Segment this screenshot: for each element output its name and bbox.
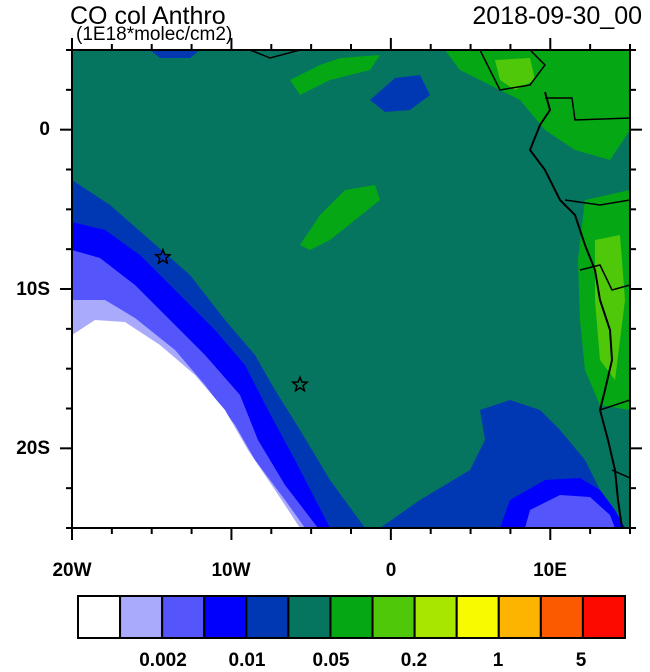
x-tick-label: 10W	[211, 560, 251, 581]
colorbar-label: 0.01	[228, 650, 266, 671]
border-7	[611, 469, 630, 479]
colorbar-box	[455, 595, 500, 639]
co-field	[72, 50, 630, 528]
colorbar-box	[203, 595, 248, 639]
border-5	[249, 50, 301, 59]
y-tick-label: 0	[39, 119, 50, 140]
border-1	[545, 97, 630, 121]
blob-mid-blue-se	[525, 495, 615, 528]
colorbar-box	[161, 595, 206, 639]
border-3	[579, 264, 630, 291]
colorbar-box	[581, 595, 627, 639]
colorbar-box	[539, 595, 584, 639]
border-2	[564, 199, 630, 206]
star-marker	[290, 375, 310, 393]
colorbar-label: 5	[575, 650, 587, 671]
colorbar-box	[287, 595, 332, 639]
x-tick-label: 20W	[52, 560, 92, 581]
y-tick-label: 10S	[16, 279, 50, 300]
band-white	[72, 320, 300, 528]
coastline	[528, 91, 623, 528]
map-units: (1E18*molec/cm2)	[76, 24, 233, 45]
colorbar-label: 0.2	[400, 650, 428, 671]
colorbar-box	[119, 595, 164, 639]
colorbar-box	[329, 595, 374, 639]
station-markers	[153, 247, 310, 393]
map-title: CO col Anthro	[70, 2, 226, 30]
patch-green-ne	[445, 50, 630, 160]
colorbar-label: 1	[492, 650, 504, 671]
map-date: 2018-09-30_00	[472, 2, 642, 30]
patch-green-center	[300, 185, 380, 250]
colorbar-label: 0.05	[312, 650, 350, 671]
colorbar-box	[245, 595, 290, 639]
border-4	[599, 399, 630, 411]
colorbar-box	[497, 595, 542, 639]
border-6	[479, 50, 546, 91]
colorbar-box	[413, 595, 458, 639]
patch-lightgreen-ne	[495, 58, 535, 90]
colorbar-label: 0.002	[139, 650, 187, 671]
x-tick-label: 0	[385, 560, 397, 581]
star-marker	[153, 247, 172, 265]
blob-dark-blue-top	[150, 50, 200, 58]
y-tick-label: 20S	[16, 438, 50, 459]
blob-dark-blue-n	[370, 75, 430, 112]
colorbar	[77, 595, 627, 639]
x-tick-label: 10E	[533, 560, 567, 581]
patch-green-top	[290, 55, 380, 95]
axis-ticks	[60, 38, 642, 540]
colorbar-box	[371, 595, 416, 639]
colorbar-box	[77, 595, 122, 639]
